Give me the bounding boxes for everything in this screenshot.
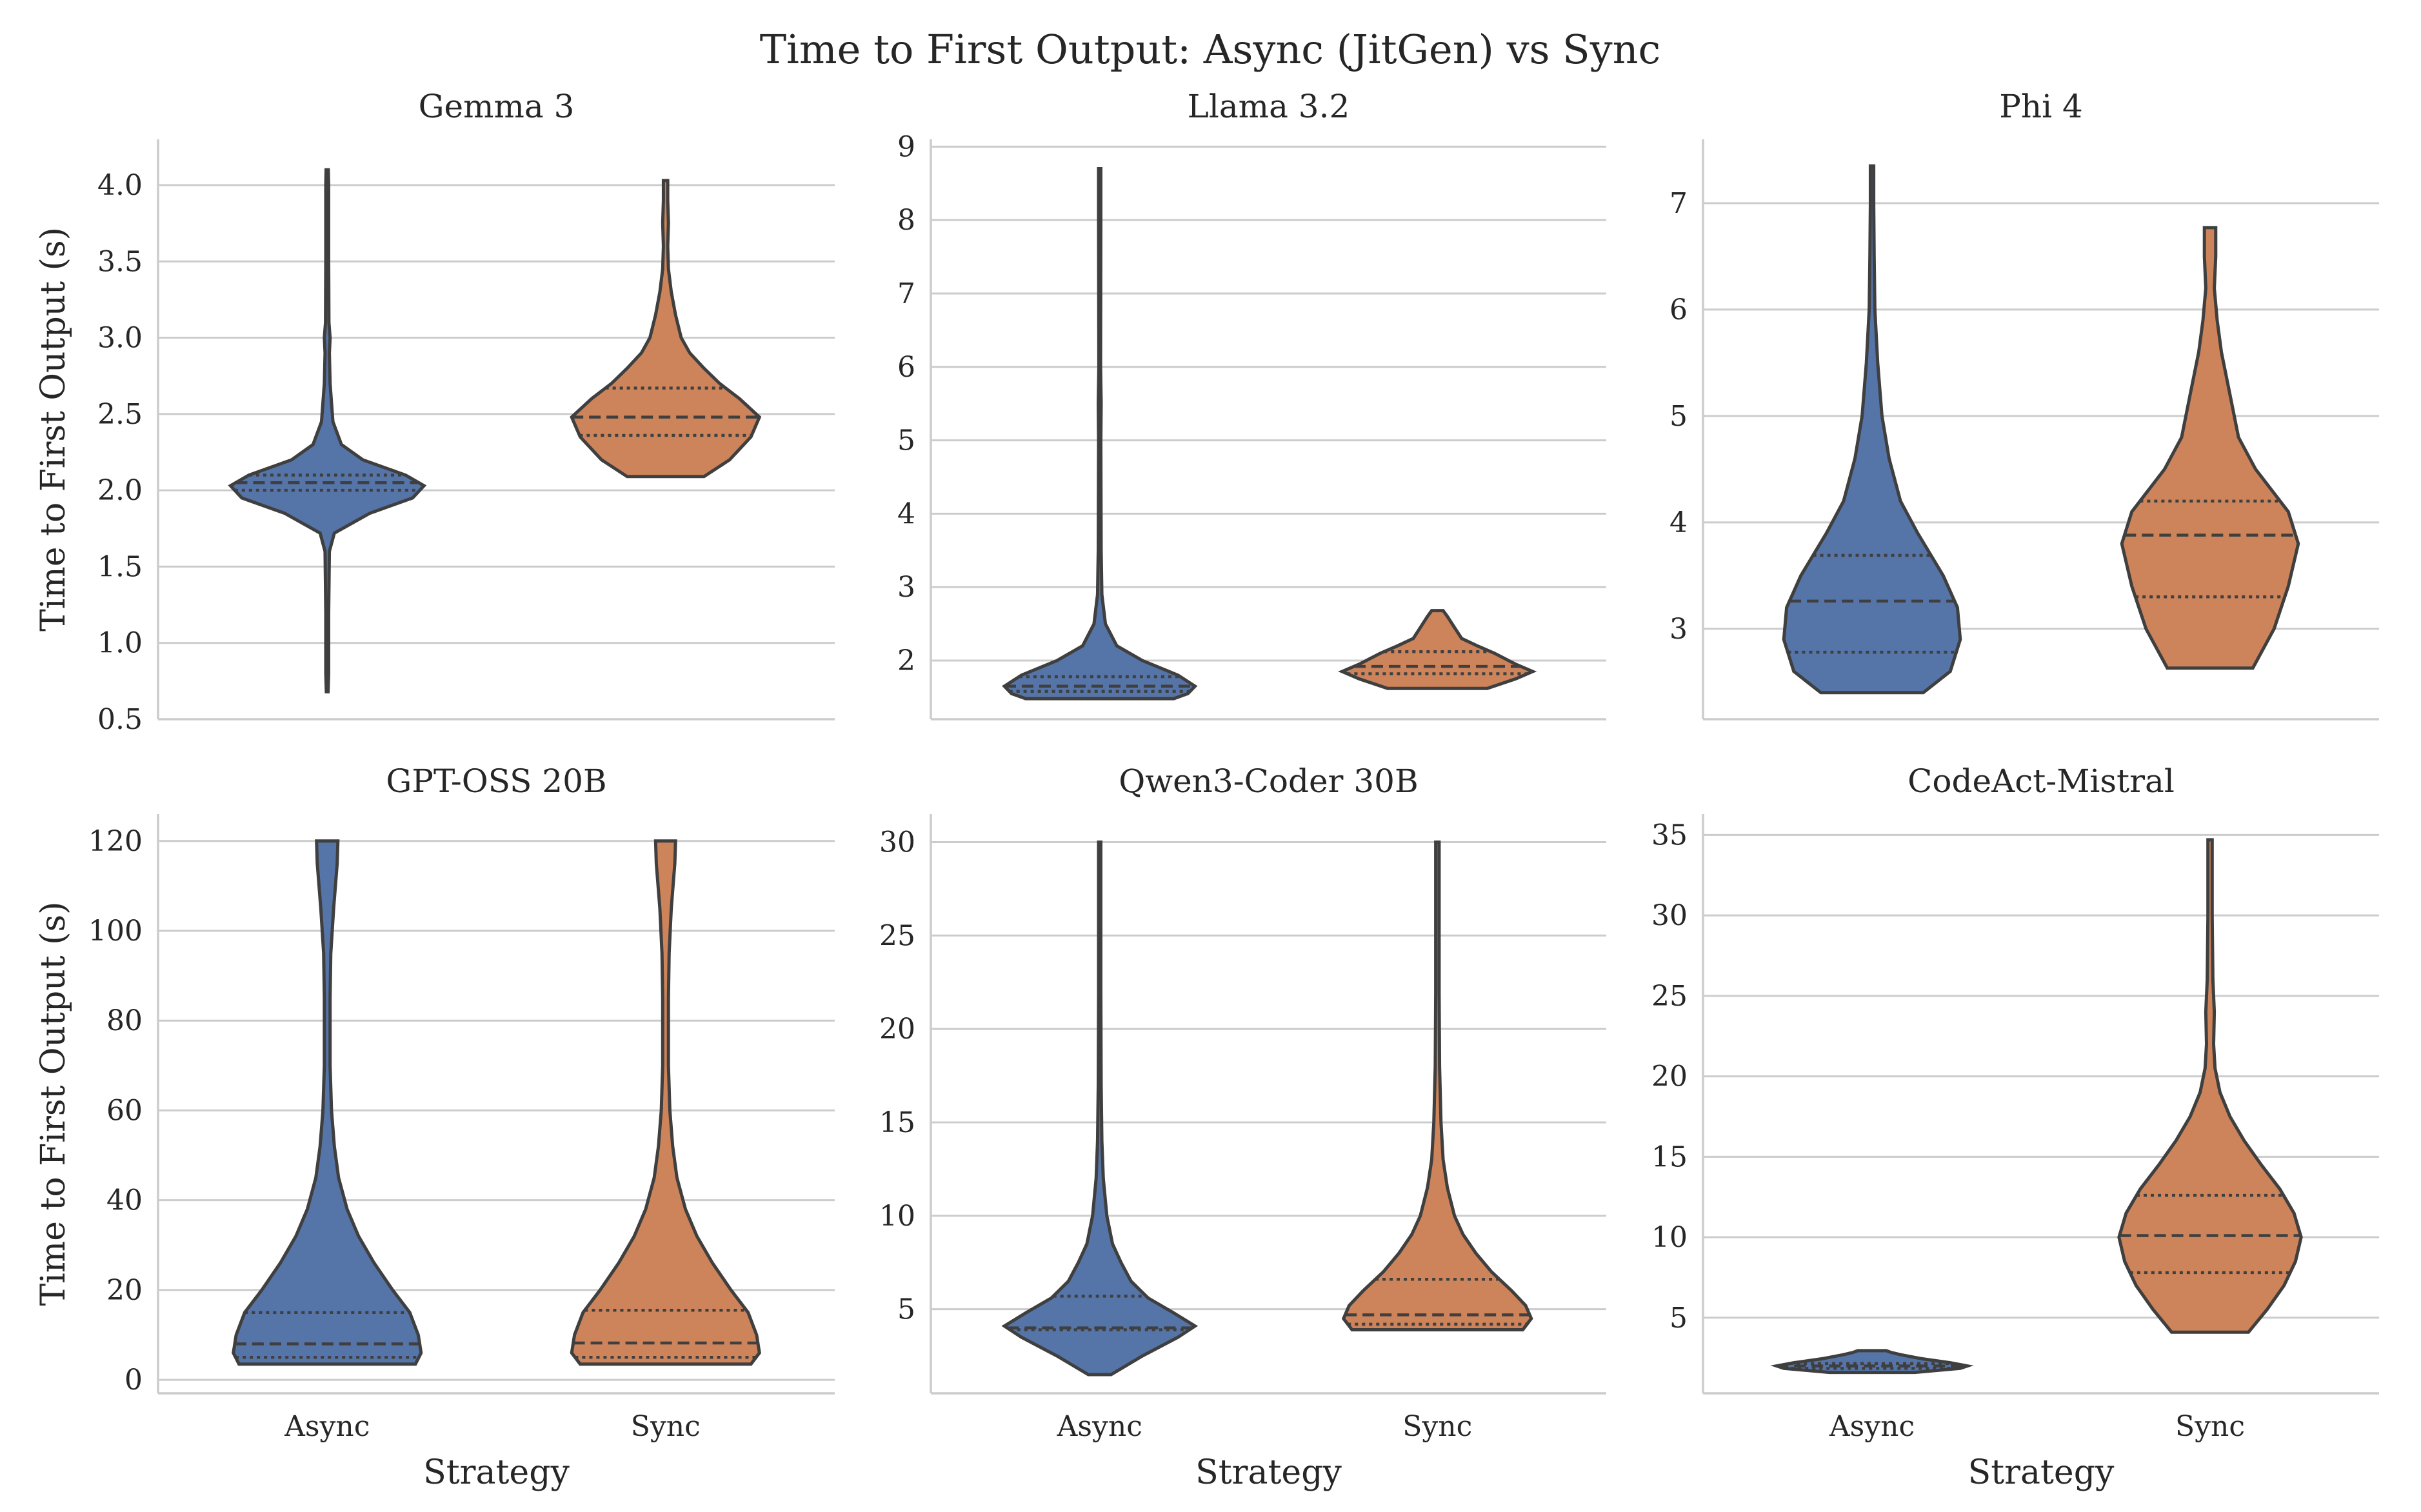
subplot-title: GPT-OSS 20B <box>386 762 606 800</box>
y-tick-label: 6 <box>1669 293 1688 326</box>
y-tick-label: 40 <box>106 1184 143 1217</box>
y-tick-label: 60 <box>106 1094 143 1127</box>
violin-async <box>228 168 427 693</box>
y-tick-label: 5 <box>1669 400 1688 433</box>
violin-async <box>1002 167 1198 701</box>
y-axis-label: Time to First Output (s) <box>34 902 73 1306</box>
subplot-title: Phi 4 <box>1999 88 2083 125</box>
violin-sync <box>2117 838 2303 1334</box>
y-tick-label: 6 <box>897 351 915 384</box>
y-tick-label: 120 <box>88 825 143 858</box>
y-tick-label: 10 <box>879 1200 915 1233</box>
y-tick-label: 25 <box>879 919 915 952</box>
y-tick-label: 0.5 <box>97 703 143 736</box>
y-tick-label: 3.5 <box>97 245 143 278</box>
x-axis-label: Strategy <box>1195 1453 1342 1492</box>
x-tick-label: Async <box>1829 1410 1915 1443</box>
y-tick-label: 20 <box>106 1274 143 1307</box>
violin-sync <box>1338 609 1537 690</box>
y-tick-label: 4 <box>1669 506 1688 539</box>
y-tick-label: 20 <box>1651 1060 1688 1093</box>
y-tick-label: 25 <box>1651 980 1688 1013</box>
subplot-title: CodeAct-Mistral <box>1908 762 2175 800</box>
y-tick-label: 3.0 <box>97 322 143 355</box>
y-tick-label: 9 <box>897 130 915 163</box>
violin-sync <box>570 839 761 1366</box>
y-tick-label: 3 <box>897 571 915 604</box>
x-tick-label: Sync <box>631 1410 701 1443</box>
y-tick-label: 8 <box>897 204 915 237</box>
subplot-1: Gemma 3 0.5 1.0 1.5 2.0 2.5 3.0 3.5 4.0 Time to F… <box>34 88 835 736</box>
subplot-2: Llama 3.2 2 3 4 5 6 7 8 9 <box>897 88 1606 721</box>
y-tick-label: 20 <box>879 1013 915 1046</box>
y-tick-label: 10 <box>1651 1221 1688 1254</box>
violin-async <box>1782 164 1962 695</box>
x-axis-label: Strategy <box>1968 1453 2115 1492</box>
y-tick-label: 30 <box>879 826 915 859</box>
y-tick-label: 100 <box>88 915 143 948</box>
y-tick-label: 1.5 <box>97 550 143 583</box>
x-tick-label: Sync <box>1402 1410 1472 1443</box>
subplot-5: Qwen3-Coder 30B 5 10 15 20 25 30 Async Sync Strat… <box>879 762 1606 1492</box>
y-tick-label: 80 <box>106 1004 143 1037</box>
y-tick-label: 2.0 <box>97 474 143 507</box>
y-tick-label: 2 <box>897 644 915 677</box>
x-tick-label: Async <box>1057 1410 1142 1443</box>
subplot-title: Qwen3-Coder 30B <box>1119 762 1418 800</box>
y-tick-label: 30 <box>1651 899 1688 932</box>
x-tick-label: Sync <box>2175 1410 2245 1443</box>
subplot-title: Gemma 3 <box>419 88 575 125</box>
subplot-title: Llama 3.2 <box>1188 88 1350 125</box>
y-tick-label: 7 <box>1669 187 1688 220</box>
y-tick-label: 15 <box>879 1106 915 1139</box>
y-tick-label: 1.0 <box>97 627 143 660</box>
x-axis-label: Strategy <box>423 1453 570 1492</box>
violin-sync <box>2120 226 2300 670</box>
violin-async <box>1001 841 1199 1377</box>
x-tick-label: Async <box>284 1410 370 1443</box>
subplot-4: GPT-OSS 20B 0 20 40 60 80 100 120 Async Sync Strat… <box>34 762 835 1492</box>
violin-sync <box>570 179 762 479</box>
y-tick-label: 5 <box>897 1293 915 1326</box>
y-tick-label: 4.0 <box>97 169 143 202</box>
subplot-grid: Gemma 3 0.5 1.0 1.5 2.0 2.5 3.0 3.5 4.0 Time to F… <box>34 88 2379 1492</box>
subplot-3: Phi 4 3 4 5 6 7 <box>1669 88 2379 721</box>
y-tick-label: 5 <box>1669 1302 1688 1335</box>
y-tick-label: 5 <box>897 424 915 457</box>
y-tick-label: 4 <box>897 497 915 530</box>
y-tick-label: 35 <box>1651 819 1688 851</box>
y-tick-label: 0 <box>125 1364 143 1397</box>
violin-sync <box>1341 841 1533 1331</box>
y-tick-label: 15 <box>1651 1140 1688 1173</box>
y-tick-label: 3 <box>1669 613 1688 646</box>
violin-async <box>232 839 423 1366</box>
y-tick-label: 7 <box>897 277 915 310</box>
subplot-6: CodeAct-Mistral 5 10 15 20 25 30 35 Async Sync Str… <box>1651 762 2379 1492</box>
figure-title: Time to First Output: Async (JitGen) vs … <box>760 26 1661 73</box>
y-tick-label: 2.5 <box>97 398 143 431</box>
y-axis-label: Time to First Output (s) <box>34 227 73 632</box>
